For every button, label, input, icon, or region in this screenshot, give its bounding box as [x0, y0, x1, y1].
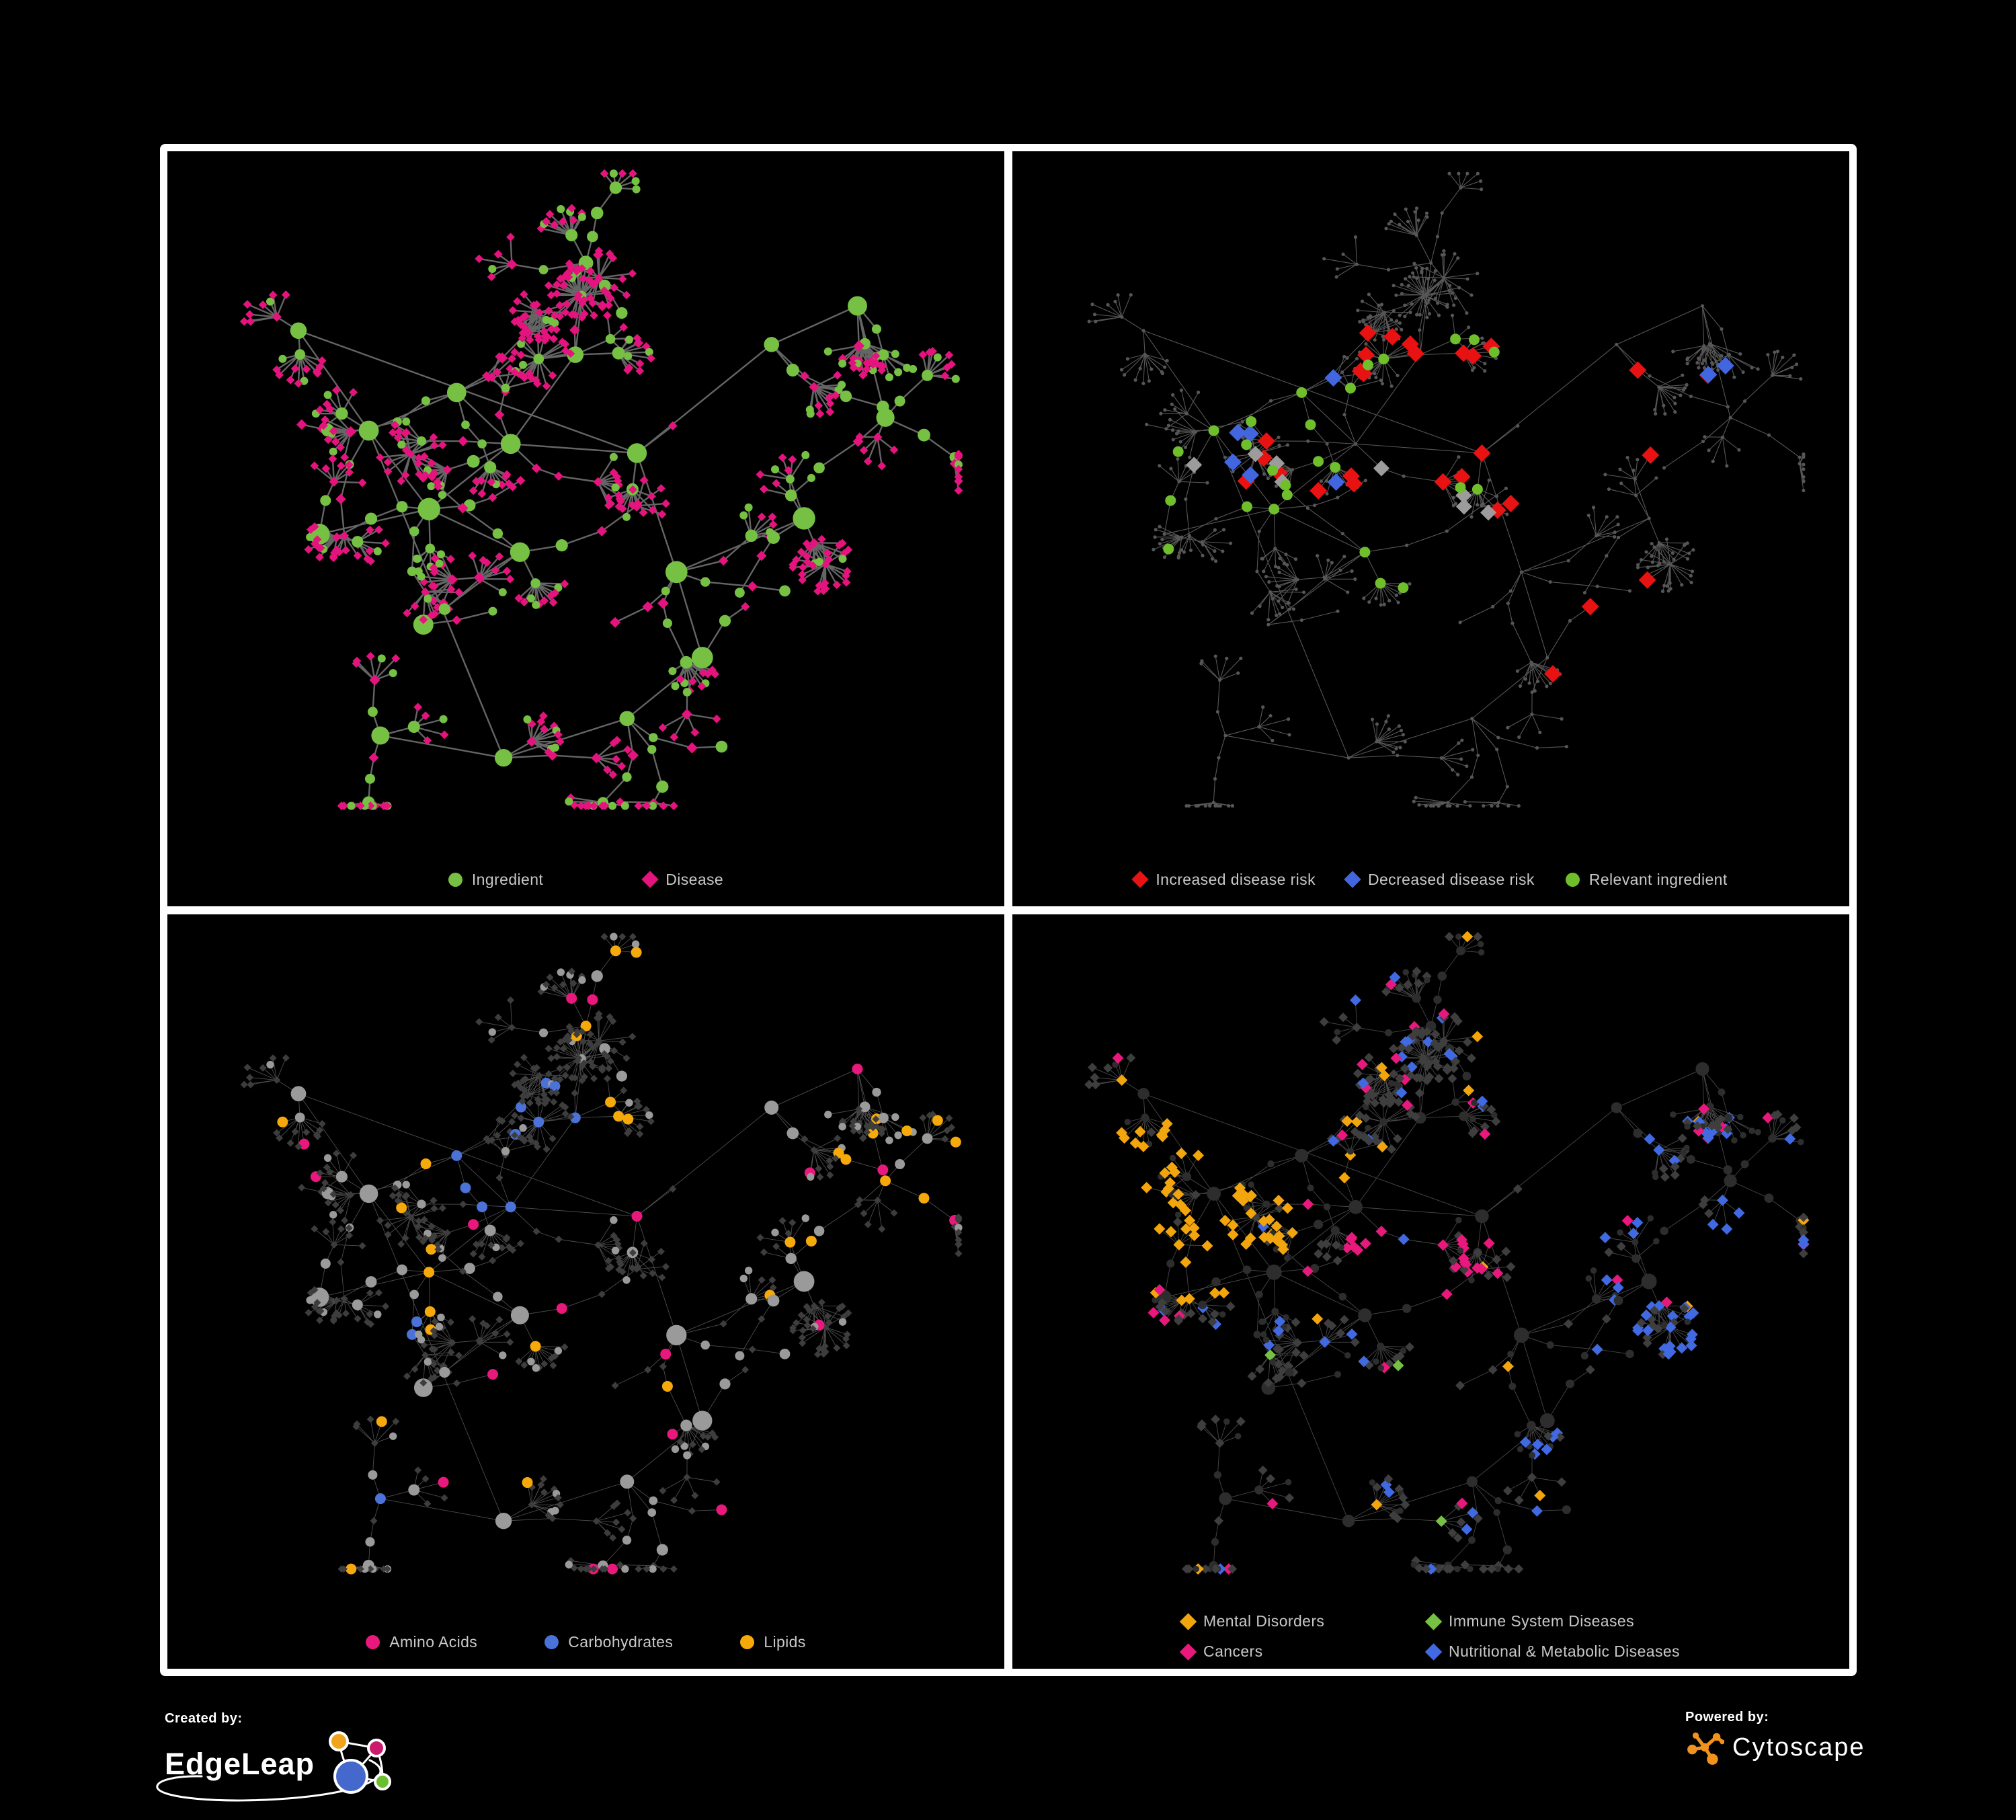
created-by-branding: Created by: EdgeLeap — [156, 1711, 402, 1802]
legend-label: Cancers — [1203, 1643, 1263, 1660]
legend-item-mental-disorders: Mental Disorders — [1179, 1612, 1427, 1630]
cytoscape-logo-icon — [1687, 1732, 1724, 1765]
legend-label: Ingredient — [471, 870, 544, 888]
panel-ingredient-disease: Ingredient Disease — [167, 151, 1004, 906]
increased-risk-swatch-icon — [1131, 871, 1150, 888]
panel-grid: Ingredient Disease Increased disease ris… — [160, 144, 1857, 1676]
immune-system-swatch-icon — [1424, 1612, 1442, 1630]
ingredient-swatch-icon — [448, 872, 462, 887]
cancers-swatch-icon — [1179, 1643, 1197, 1661]
legend-label: Disease — [666, 870, 724, 888]
panel-disease-risk: Increased disease risk Decreased disease… — [1012, 151, 1849, 906]
nutritional-metabolic-swatch-icon — [1424, 1643, 1442, 1661]
panel-nutrient-classes: Amino Acids Carbohydrates Lipids — [167, 914, 1004, 1669]
legend-item-immune-system-diseases: Immune System Diseases — [1424, 1612, 1680, 1630]
network-plot-ingredient-disease — [239, 169, 963, 811]
legend-item-ingredient: Ingredient — [448, 871, 543, 889]
legend-disease-risk: Increased disease risk Decreased disease… — [1012, 871, 1849, 889]
carbohydrates-swatch-icon — [545, 1635, 559, 1649]
legend-item-relevant-ingredient: Relevant ingredient — [1565, 870, 1728, 889]
network-plot-disease-risk — [1087, 171, 1806, 808]
cytoscape-wordmark: Cytoscape — [1732, 1733, 1865, 1762]
decreased-risk-swatch-icon — [1344, 871, 1361, 888]
network-plot-disease-categories — [1084, 931, 1810, 1575]
legend-label: Carbohydrates — [568, 1633, 674, 1651]
legend-label: Amino Acids — [389, 1633, 478, 1651]
legend-label: Nutritional & Metabolic Diseases — [1449, 1643, 1680, 1660]
legend-label: Lipids — [764, 1633, 806, 1651]
disease-swatch-icon — [641, 871, 659, 888]
legend-item-disease: Disease — [641, 870, 724, 889]
legend-item-lipids: Lipids — [740, 1633, 806, 1651]
network-plot-nutrient-classes — [240, 932, 963, 1575]
legend-item-nutritional-metabolic: Nutritional & Metabolic Diseases — [1424, 1643, 1680, 1661]
legend-item-increased-risk: Increased disease risk — [1131, 870, 1316, 889]
legend-item-carbohydrates: Carbohydrates — [545, 1633, 673, 1651]
created-by-label: Created by: — [165, 1711, 243, 1726]
edgeleap-wordmark: EdgeLeap — [165, 1747, 315, 1781]
powered-by-branding: Powered by: Cytoscape — [1685, 1710, 1865, 1767]
legend-item-cancers: Cancers — [1179, 1643, 1427, 1661]
panel-disease-categories: Mental Disorders Immune System Diseases … — [1012, 914, 1849, 1669]
legend-disease-categories: Mental Disorders Immune System Diseases … — [1179, 1612, 1680, 1661]
amino-acids-swatch-icon — [366, 1635, 380, 1649]
mental-disorders-swatch-icon — [1179, 1612, 1197, 1630]
legend-label: Immune System Diseases — [1449, 1612, 1635, 1630]
legend-ingredient-disease: Ingredient Disease — [167, 871, 1004, 889]
legend-item-decreased-risk: Decreased disease risk — [1344, 870, 1535, 889]
legend-label: Increased disease risk — [1156, 870, 1316, 888]
relevant-ingredient-swatch-icon — [1565, 872, 1580, 887]
powered-by-label: Powered by: — [1685, 1710, 1769, 1725]
legend-item-amino-acids: Amino Acids — [366, 1633, 477, 1651]
legend-label: Relevant ingredient — [1588, 870, 1728, 888]
lipids-swatch-icon — [740, 1635, 755, 1649]
legend-nutrient-classes: Amino Acids Carbohydrates Lipids — [167, 1633, 1004, 1651]
legend-label: Mental Disorders — [1203, 1612, 1325, 1630]
edgeleap-logo-icon — [329, 1731, 392, 1794]
legend-label: Decreased disease risk — [1367, 870, 1535, 888]
